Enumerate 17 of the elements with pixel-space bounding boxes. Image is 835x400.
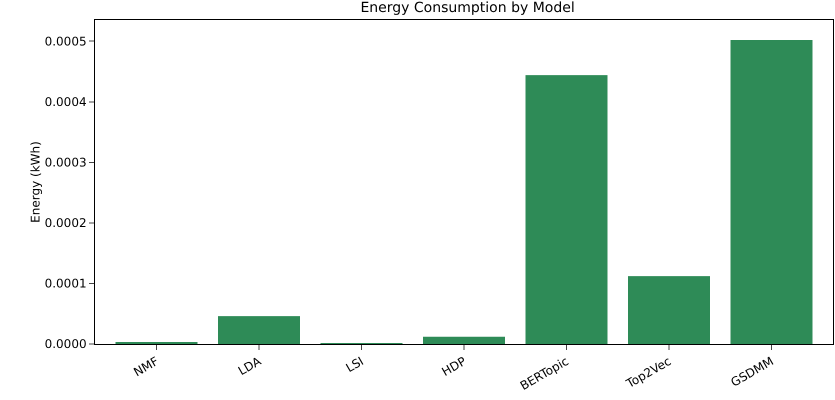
y-axis-title: Energy (kWh)	[28, 141, 43, 223]
y-tick-label: 0.0002	[44, 216, 87, 230]
bar	[526, 75, 608, 344]
bar	[628, 276, 710, 344]
bar	[730, 40, 812, 344]
x-tick-label: NMF	[131, 354, 162, 380]
chart-title: Energy Consumption by Model	[360, 0, 575, 16]
bar	[218, 316, 300, 344]
x-tick-label: LSI	[344, 354, 366, 376]
y-tick-label: 0.0004	[44, 94, 87, 109]
y-tick-label: 0.0000	[44, 337, 87, 352]
x-tick-label: LDA	[236, 354, 264, 378]
y-tick-label: 0.0003	[44, 156, 87, 170]
bar	[423, 336, 505, 344]
x-tick-label: HDP	[439, 354, 468, 379]
y-tick-label: 0.0005	[44, 34, 87, 48]
y-tick-label: 0.0001	[44, 276, 87, 291]
